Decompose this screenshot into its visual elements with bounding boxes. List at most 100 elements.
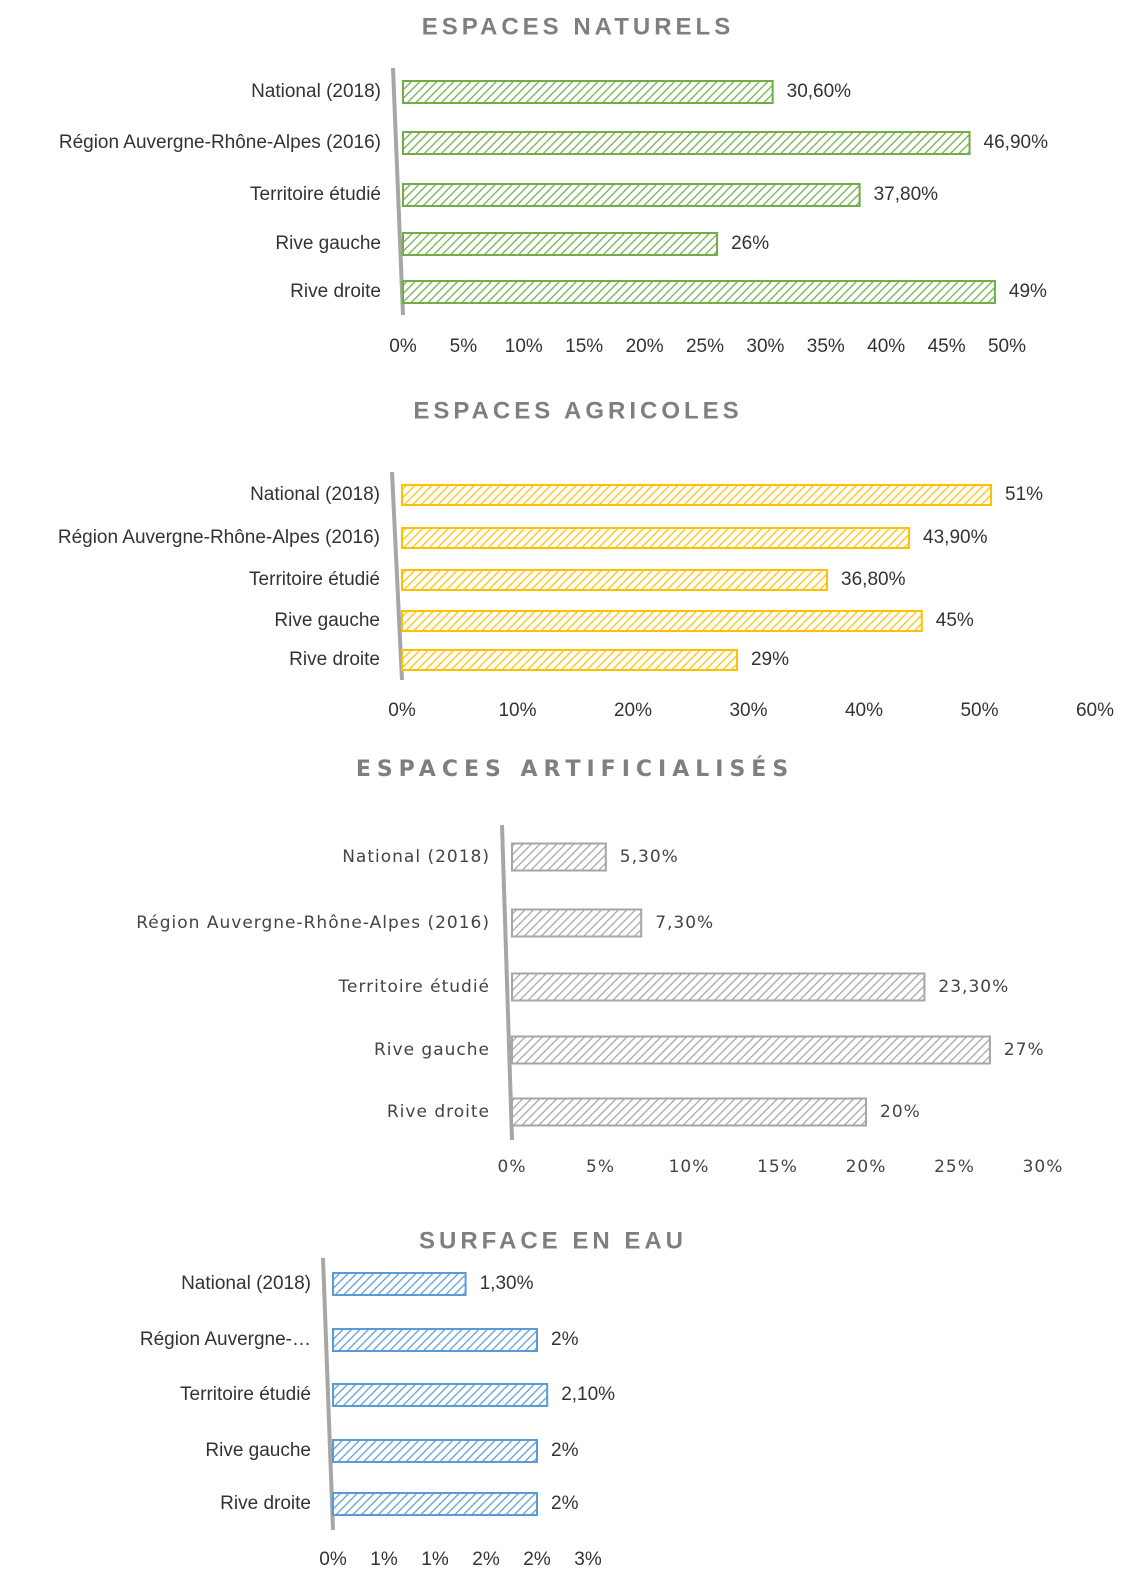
x-tick-label: 10% — [669, 1157, 710, 1177]
chart-title: ESPACES NATURELS — [422, 13, 734, 40]
chart-title: SURFACE EN EAU — [419, 1227, 687, 1254]
bar — [402, 232, 719, 256]
x-tick-label: 40% — [867, 336, 905, 357]
value-label: 45% — [936, 610, 974, 631]
bar — [402, 131, 971, 155]
category-label: Territoire étudié — [249, 569, 380, 590]
x-tick-label: 25% — [934, 1157, 975, 1177]
x-tick-label: 1% — [370, 1549, 398, 1570]
x-tick-label: 60% — [1076, 700, 1114, 721]
x-tick-label: 0% — [319, 1549, 347, 1570]
bar — [511, 908, 643, 938]
category-label: Territoire étudié — [180, 1384, 311, 1405]
value-label: 43,90% — [923, 527, 988, 548]
category-label: Territoire étudié — [250, 184, 381, 205]
x-tick-label: 35% — [807, 336, 845, 357]
value-label: 49% — [1009, 281, 1047, 302]
category-label: National (2018) — [342, 847, 490, 867]
x-tick-label: 15% — [757, 1157, 798, 1177]
bar — [332, 1492, 538, 1516]
x-tick-label: 2% — [523, 1549, 551, 1570]
x-tick-label: 0% — [498, 1157, 527, 1177]
value-label: 1,30% — [480, 1273, 534, 1294]
category-label: National (2018) — [181, 1273, 311, 1294]
bar — [401, 649, 738, 671]
x-tick-label: 10% — [505, 336, 543, 357]
y-axis — [390, 471, 404, 681]
category-label: Région Auvergne-Rhône-Alpes (2016) — [136, 913, 490, 933]
x-tick-label: 30% — [729, 700, 767, 721]
bar — [401, 484, 993, 506]
bar — [402, 280, 996, 304]
value-label: 2% — [551, 1493, 579, 1514]
category-label: Rive droite — [387, 1102, 490, 1122]
bar — [401, 527, 911, 549]
y-axis — [500, 824, 514, 1141]
bar — [511, 1035, 991, 1065]
x-tick-label: 30% — [1023, 1157, 1064, 1177]
x-tick-label: 25% — [686, 336, 724, 357]
value-label: 2% — [551, 1329, 579, 1350]
category-label: Région Auvergne-Rhône-Alpes (2016) — [58, 527, 380, 548]
bar — [332, 1439, 538, 1463]
x-tick-label: 2% — [472, 1549, 500, 1570]
y-axis — [321, 1257, 335, 1531]
bar — [511, 842, 607, 872]
x-tick-label: 30% — [746, 336, 784, 357]
value-label: 30,60% — [787, 81, 852, 102]
value-label: 2% — [551, 1440, 579, 1461]
value-label: 23,30% — [938, 977, 1009, 997]
category-label: Rive droite — [290, 281, 381, 302]
x-tick-label: 45% — [928, 336, 966, 357]
x-tick-label: 3% — [574, 1549, 602, 1570]
category-label: National (2018) — [251, 81, 381, 102]
bar — [332, 1328, 538, 1352]
category-label: Rive gauche — [205, 1440, 311, 1461]
x-tick-label: 0% — [388, 700, 416, 721]
x-tick-label: 15% — [565, 336, 603, 357]
bar — [332, 1383, 549, 1407]
x-tick-label: 5% — [450, 336, 478, 357]
x-tick-label: 0% — [389, 336, 417, 357]
value-label: 27% — [1004, 1040, 1045, 1060]
category-label: Région Auvergne-… — [140, 1329, 311, 1350]
value-label: 37,80% — [874, 184, 939, 205]
value-label: 20% — [880, 1102, 921, 1122]
value-label: 29% — [751, 649, 789, 670]
value-label: 5,30% — [620, 847, 679, 867]
x-tick-label: 5% — [586, 1157, 615, 1177]
bar — [511, 972, 926, 1002]
value-label: 7,30% — [655, 913, 714, 933]
x-tick-label: 20% — [614, 700, 652, 721]
chart-title: ESPACES AGRICOLES — [413, 397, 742, 424]
category-label: National (2018) — [250, 484, 380, 505]
value-label: 2,10% — [561, 1384, 615, 1405]
x-tick-label: 50% — [960, 700, 998, 721]
y-axis — [391, 67, 405, 316]
x-tick-label: 20% — [626, 336, 664, 357]
bar — [511, 1097, 867, 1127]
bar — [401, 610, 923, 632]
value-label: 46,90% — [984, 132, 1049, 153]
bar — [402, 80, 774, 104]
category-label: Rive gauche — [374, 1040, 490, 1060]
x-tick-label: 10% — [498, 700, 536, 721]
x-tick-label: 50% — [988, 336, 1026, 357]
value-label: 51% — [1005, 484, 1043, 505]
category-label: Rive gauche — [274, 610, 380, 631]
category-label: Territoire étudié — [338, 977, 491, 997]
category-label: Région Auvergne-Rhône-Alpes (2016) — [59, 132, 381, 153]
value-label: 36,80% — [841, 569, 906, 590]
x-tick-label: 20% — [846, 1157, 887, 1177]
bar — [402, 183, 861, 207]
value-label: 26% — [731, 233, 769, 254]
x-tick-label: 1% — [421, 1549, 449, 1570]
category-label: Rive droite — [220, 1493, 311, 1514]
bar — [332, 1272, 467, 1296]
category-label: Rive gauche — [275, 233, 381, 254]
bar — [401, 569, 829, 591]
category-label: Rive droite — [289, 649, 380, 670]
chart-title: ESPACES ARTIFICIALISÉS — [356, 756, 794, 782]
x-tick-label: 40% — [845, 700, 883, 721]
